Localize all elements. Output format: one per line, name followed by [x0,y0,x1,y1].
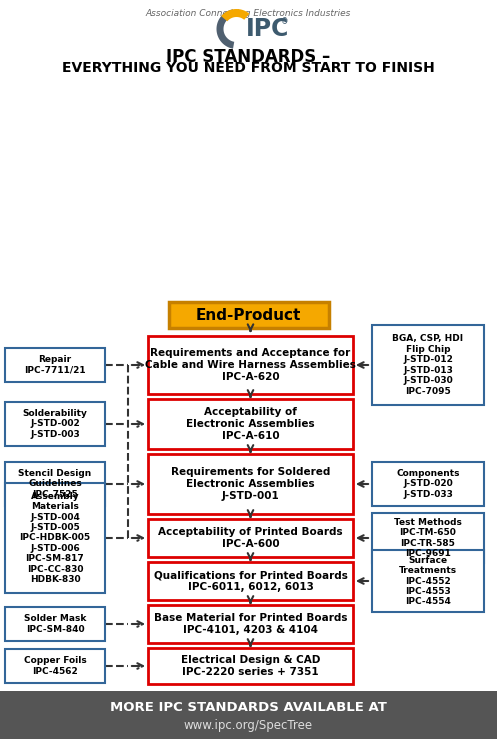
Polygon shape [221,9,249,21]
Text: Electrical Design & CAD
IPC-2220 series + 7351: Electrical Design & CAD IPC-2220 series … [181,655,320,677]
Text: Base Material for Printed Boards
IPC-4101, 4203 & 4104: Base Material for Printed Boards IPC-410… [154,613,347,635]
FancyBboxPatch shape [148,519,353,557]
Text: IPC STANDARDS –: IPC STANDARDS – [166,48,331,66]
Text: IPC: IPC [246,17,289,41]
FancyBboxPatch shape [168,302,329,328]
Text: Repair
IPC-7711/21: Repair IPC-7711/21 [24,355,86,375]
Text: Association Connecting Electronics Industries: Association Connecting Electronics Indus… [146,9,351,18]
FancyBboxPatch shape [148,605,353,643]
Text: Stencil Design
Guidelines
IPC-7525: Stencil Design Guidelines IPC-7525 [18,469,91,499]
Text: Test Methods
IPC-TM-650
IPC-TR-585
IPC-9691: Test Methods IPC-TM-650 IPC-TR-585 IPC-9… [394,518,462,558]
Text: www.ipc.org/SpecTree: www.ipc.org/SpecTree [184,719,313,732]
Text: Components
J-STD-020
J-STD-033: Components J-STD-020 J-STD-033 [396,469,460,499]
Text: Solder Mask
IPC-SM-840: Solder Mask IPC-SM-840 [24,614,86,634]
Polygon shape [217,10,234,49]
Text: Acceptability of
Electronic Assemblies
IPC-A-610: Acceptability of Electronic Assemblies I… [186,407,315,440]
FancyBboxPatch shape [0,691,497,739]
Text: EVERYTHING YOU NEED FROM START TO FINISH: EVERYTHING YOU NEED FROM START TO FINISH [62,61,435,75]
Text: Surface
Treatments
IPC-4552
IPC-4553
IPC-4554: Surface Treatments IPC-4552 IPC-4553 IPC… [399,556,457,606]
FancyBboxPatch shape [372,462,484,506]
Text: Acceptability of Printed Boards
IPC-A-600: Acceptability of Printed Boards IPC-A-60… [158,527,343,549]
FancyBboxPatch shape [148,336,353,394]
Text: ®: ® [281,18,289,27]
Text: MORE IPC STANDARDS AVAILABLE AT: MORE IPC STANDARDS AVAILABLE AT [110,701,387,715]
Text: Copper Foils
IPC-4562: Copper Foils IPC-4562 [24,656,86,675]
Text: Requirements for Soldered
Electronic Assemblies
J-STD-001: Requirements for Soldered Electronic Ass… [171,467,330,500]
FancyBboxPatch shape [372,550,484,612]
Text: Solderability
J-STD-002
J-STD-003: Solderability J-STD-002 J-STD-003 [22,409,87,439]
Text: Assembly
Materials
J-STD-004
J-STD-005
IPC-HDBK-005
J-STD-006
IPC-SM-817
IPC-CC-: Assembly Materials J-STD-004 J-STD-005 I… [19,492,90,584]
FancyBboxPatch shape [148,648,353,684]
FancyBboxPatch shape [372,513,484,563]
FancyBboxPatch shape [5,483,105,593]
Text: BGA, CSP, HDI
Flip Chip
J-STD-012
J-STD-013
J-STD-030
IPC-7095: BGA, CSP, HDI Flip Chip J-STD-012 J-STD-… [393,335,464,395]
FancyBboxPatch shape [372,325,484,405]
FancyBboxPatch shape [5,649,105,683]
FancyBboxPatch shape [5,607,105,641]
Text: Qualifications for Printed Boards
IPC-6011, 6012, 6013: Qualifications for Printed Boards IPC-60… [154,571,347,592]
Text: Requirements and Acceptance for
Cable and Wire Harness Assemblies
IPC-A-620: Requirements and Acceptance for Cable an… [145,348,356,381]
FancyBboxPatch shape [5,348,105,382]
Text: End-Product: End-Product [196,307,301,322]
FancyBboxPatch shape [148,454,353,514]
FancyBboxPatch shape [5,402,105,446]
FancyBboxPatch shape [148,562,353,600]
FancyBboxPatch shape [148,399,353,449]
FancyBboxPatch shape [5,462,105,506]
